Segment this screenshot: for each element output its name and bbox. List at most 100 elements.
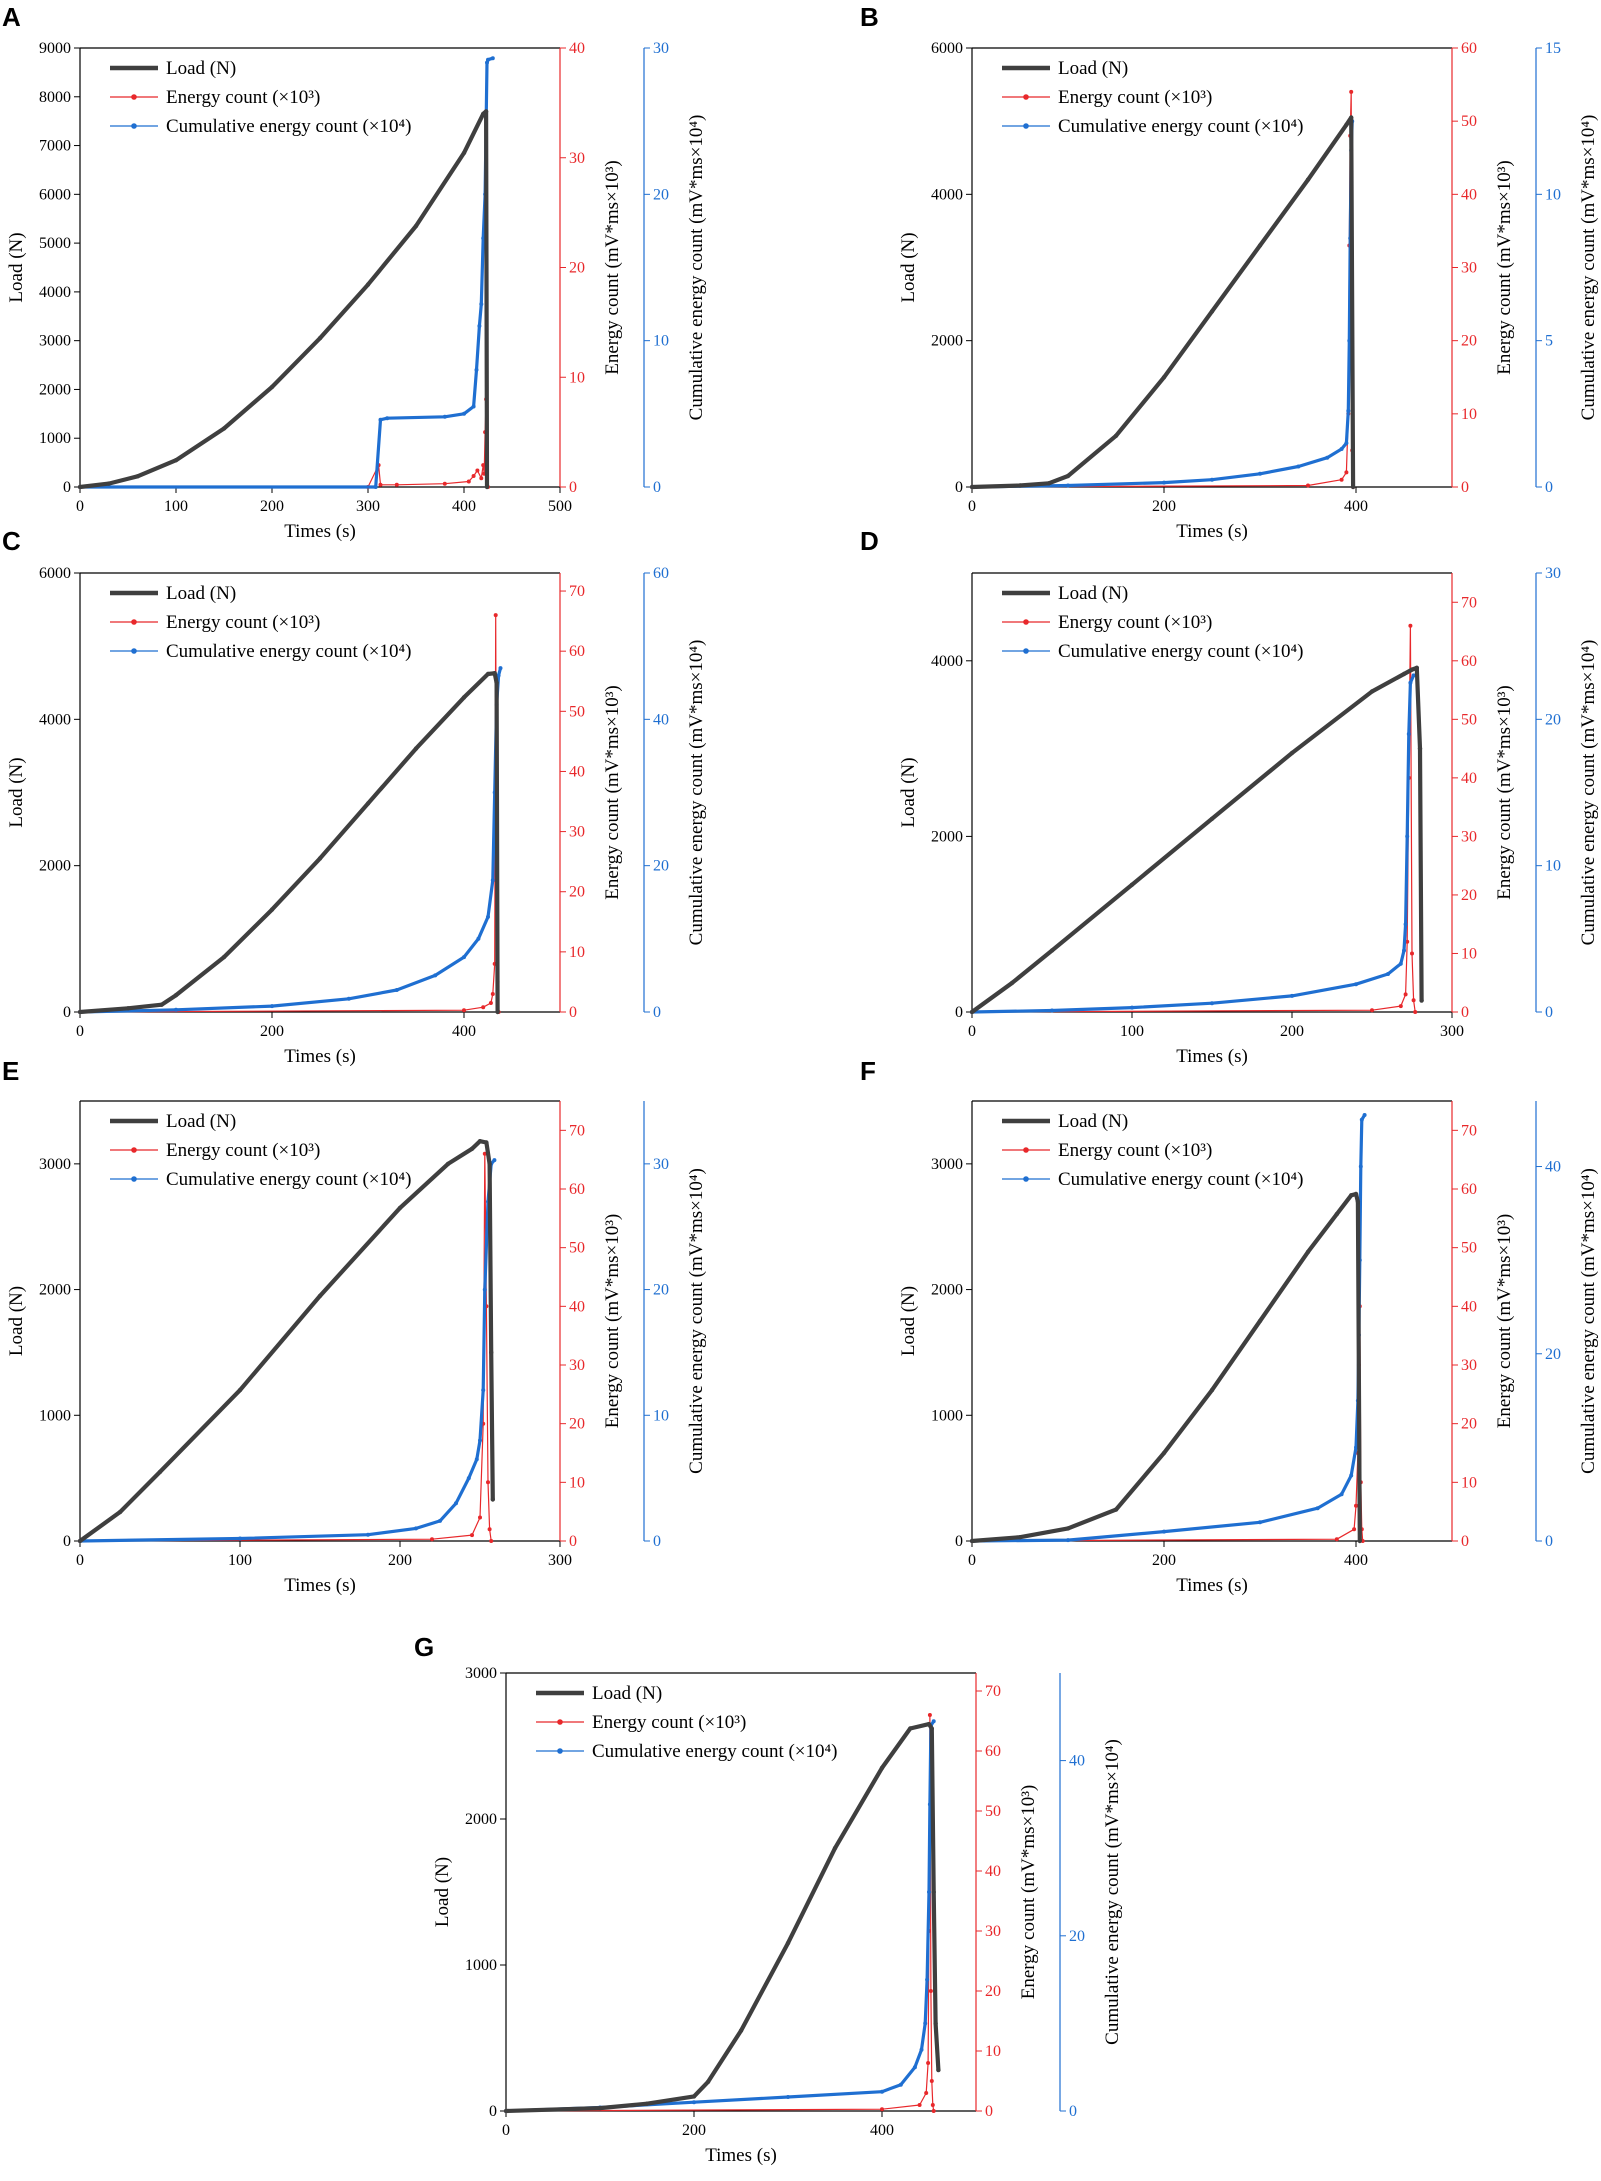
load-tick-label: 1000 [931, 1407, 963, 1424]
energy-series-point [466, 479, 471, 484]
load-tick-label: 2000 [931, 1282, 963, 1299]
cumulative-series-point [482, 1287, 487, 1292]
panel-a: A0 100 200 300 400 50001000200030004000500060… [2, 2, 707, 542]
cumulative-series-line [971, 1114, 1366, 1543]
cumulative-tick-label: 20 [653, 858, 669, 875]
legend: Load (N) Energy count (×10³) Cumulative en… [110, 58, 411, 137]
energy-series-line [79, 1153, 492, 1542]
load-series-point [1017, 483, 1023, 488]
energy-tick-label: 20 [569, 1416, 585, 1433]
cumulative-series-point [1339, 1492, 1344, 1497]
energy-tick-label: 30 [569, 1357, 585, 1374]
load-series-point [317, 336, 323, 341]
legend-label-cumulative: Cumulative energy count (×10⁴) [1058, 641, 1303, 662]
cumulative-series-point [1066, 483, 1070, 488]
load-series-point [1414, 665, 1420, 670]
load-series-point [926, 1721, 932, 1727]
energy-series-point [442, 481, 447, 486]
cumulative-series-point [919, 2047, 924, 2052]
legend-label-load: Load (N) [166, 58, 236, 79]
cumulative-tick-label: 15 [1545, 40, 1561, 57]
load-tick-label: 1000 [39, 1407, 71, 1424]
energy-series-point [490, 992, 495, 996]
load-series-point [173, 993, 179, 998]
legend-marker-energy [131, 619, 137, 625]
energy-series-point [479, 476, 484, 481]
cumulative-series-point [462, 955, 466, 960]
load-series-point [125, 1006, 131, 1011]
cumulative-series-point [1344, 441, 1349, 446]
energy-series-point [1352, 1527, 1357, 1532]
cumulative-tick-label: 20 [1069, 1928, 1085, 1945]
energy-tick-label: 20 [1461, 333, 1477, 350]
load-series-point [317, 856, 323, 861]
legend-label-load: Load (N) [1058, 583, 1128, 604]
legend-marker-energy [1023, 619, 1029, 625]
load-series-point [1017, 1535, 1023, 1540]
energy-tick-label: 50 [985, 1803, 1001, 1820]
load-tick-label: 0 [63, 1533, 71, 1550]
energy-series-point [927, 1713, 932, 1717]
x-tick-label: 300 [356, 498, 380, 515]
panel-label: F [860, 1056, 876, 1086]
load-tick-label: 0 [955, 1533, 963, 1550]
x-tick-label: 0 [76, 1552, 84, 1569]
legend-label-cumulative: Cumulative energy count (×10⁴) [1058, 116, 1303, 137]
energy-tick-label: 60 [1461, 1181, 1477, 1198]
energy-tick-label: 50 [1461, 711, 1477, 728]
x-tick-label: 500 [548, 498, 572, 515]
energy-tick-label: 50 [1461, 113, 1477, 130]
legend-marker-cumulative [557, 1748, 563, 1754]
load-series-point [908, 1726, 913, 1731]
load-tick-label: 2000 [39, 858, 71, 875]
cumulative-series-point [1339, 447, 1344, 451]
energy-series-point [487, 1527, 492, 1532]
cumulative-tick-label: 20 [653, 186, 669, 203]
cumulative-series-point [477, 324, 482, 328]
x-tick-label: 400 [1344, 498, 1368, 515]
load-series-point [157, 1469, 163, 1475]
energy-tick-label: 10 [1461, 406, 1477, 423]
load-series-point [477, 1139, 483, 1144]
panel-label: E [2, 1056, 19, 1086]
cumulative-tick-label: 10 [653, 1407, 669, 1424]
legend-label-energy: Energy count (×10³) [592, 1712, 746, 1733]
load-series-point [269, 384, 275, 390]
legend-label-load: Load (N) [166, 1111, 236, 1132]
cumulative-tick-label: 20 [653, 1282, 669, 1299]
energy-series-point [1344, 470, 1349, 475]
cumulative-axis-title: Cumulative energy count (mV*ms×10⁴) [686, 640, 707, 946]
cumulative-series-point [1354, 982, 1358, 987]
cumulative-series-point [1402, 948, 1406, 953]
legend-marker-cumulative [1023, 1176, 1029, 1182]
panel-c: C0 200 40002000400060000102030405060700204… [2, 526, 707, 1067]
energy-tick-label: 0 [569, 479, 577, 496]
energy-tick-label: 10 [1461, 945, 1477, 962]
x-axis-title: Times (s) [1176, 1575, 1248, 1596]
legend: Load (N) Energy count (×10³) Cumulative en… [110, 1111, 411, 1190]
energy-series-point [470, 1533, 474, 1538]
cumulative-series-point [1386, 972, 1390, 976]
load-series-point [1257, 243, 1263, 248]
load-series-point [1349, 115, 1354, 120]
load-series-point [77, 1538, 83, 1544]
energy-tick-label: 0 [985, 2103, 993, 2120]
load-series-point [1305, 1249, 1311, 1255]
x-axis-title: Times (s) [1176, 521, 1248, 542]
energy-series-point [394, 482, 399, 487]
cumulative-axis-title: Cumulative energy count (mV*ms×10⁴) [1578, 115, 1599, 421]
x-tick-label: 100 [164, 498, 188, 515]
panel-g: G 0 200 400 0 1000 2000 3000 0 10 20 30 40 50 60 70 0 20 4… [414, 1632, 1123, 2166]
energy-series-point [929, 2079, 934, 2083]
load-series-point [489, 1350, 494, 1355]
energy-series-point [1413, 1010, 1418, 1014]
panel-e: E0 100 200 30001000200030000102030405060700… [2, 1056, 707, 1596]
energy-tick-label: 50 [569, 703, 585, 720]
energy-tick-label: 70 [1461, 1122, 1477, 1139]
load-axis-title: Load (N) [6, 757, 27, 827]
cumulative-series-point [1050, 1008, 1054, 1013]
load-series-point [487, 1161, 492, 1167]
load-series-point [1355, 1199, 1361, 1204]
energy-series-point [1306, 483, 1310, 488]
load-series-point [929, 1726, 934, 1731]
